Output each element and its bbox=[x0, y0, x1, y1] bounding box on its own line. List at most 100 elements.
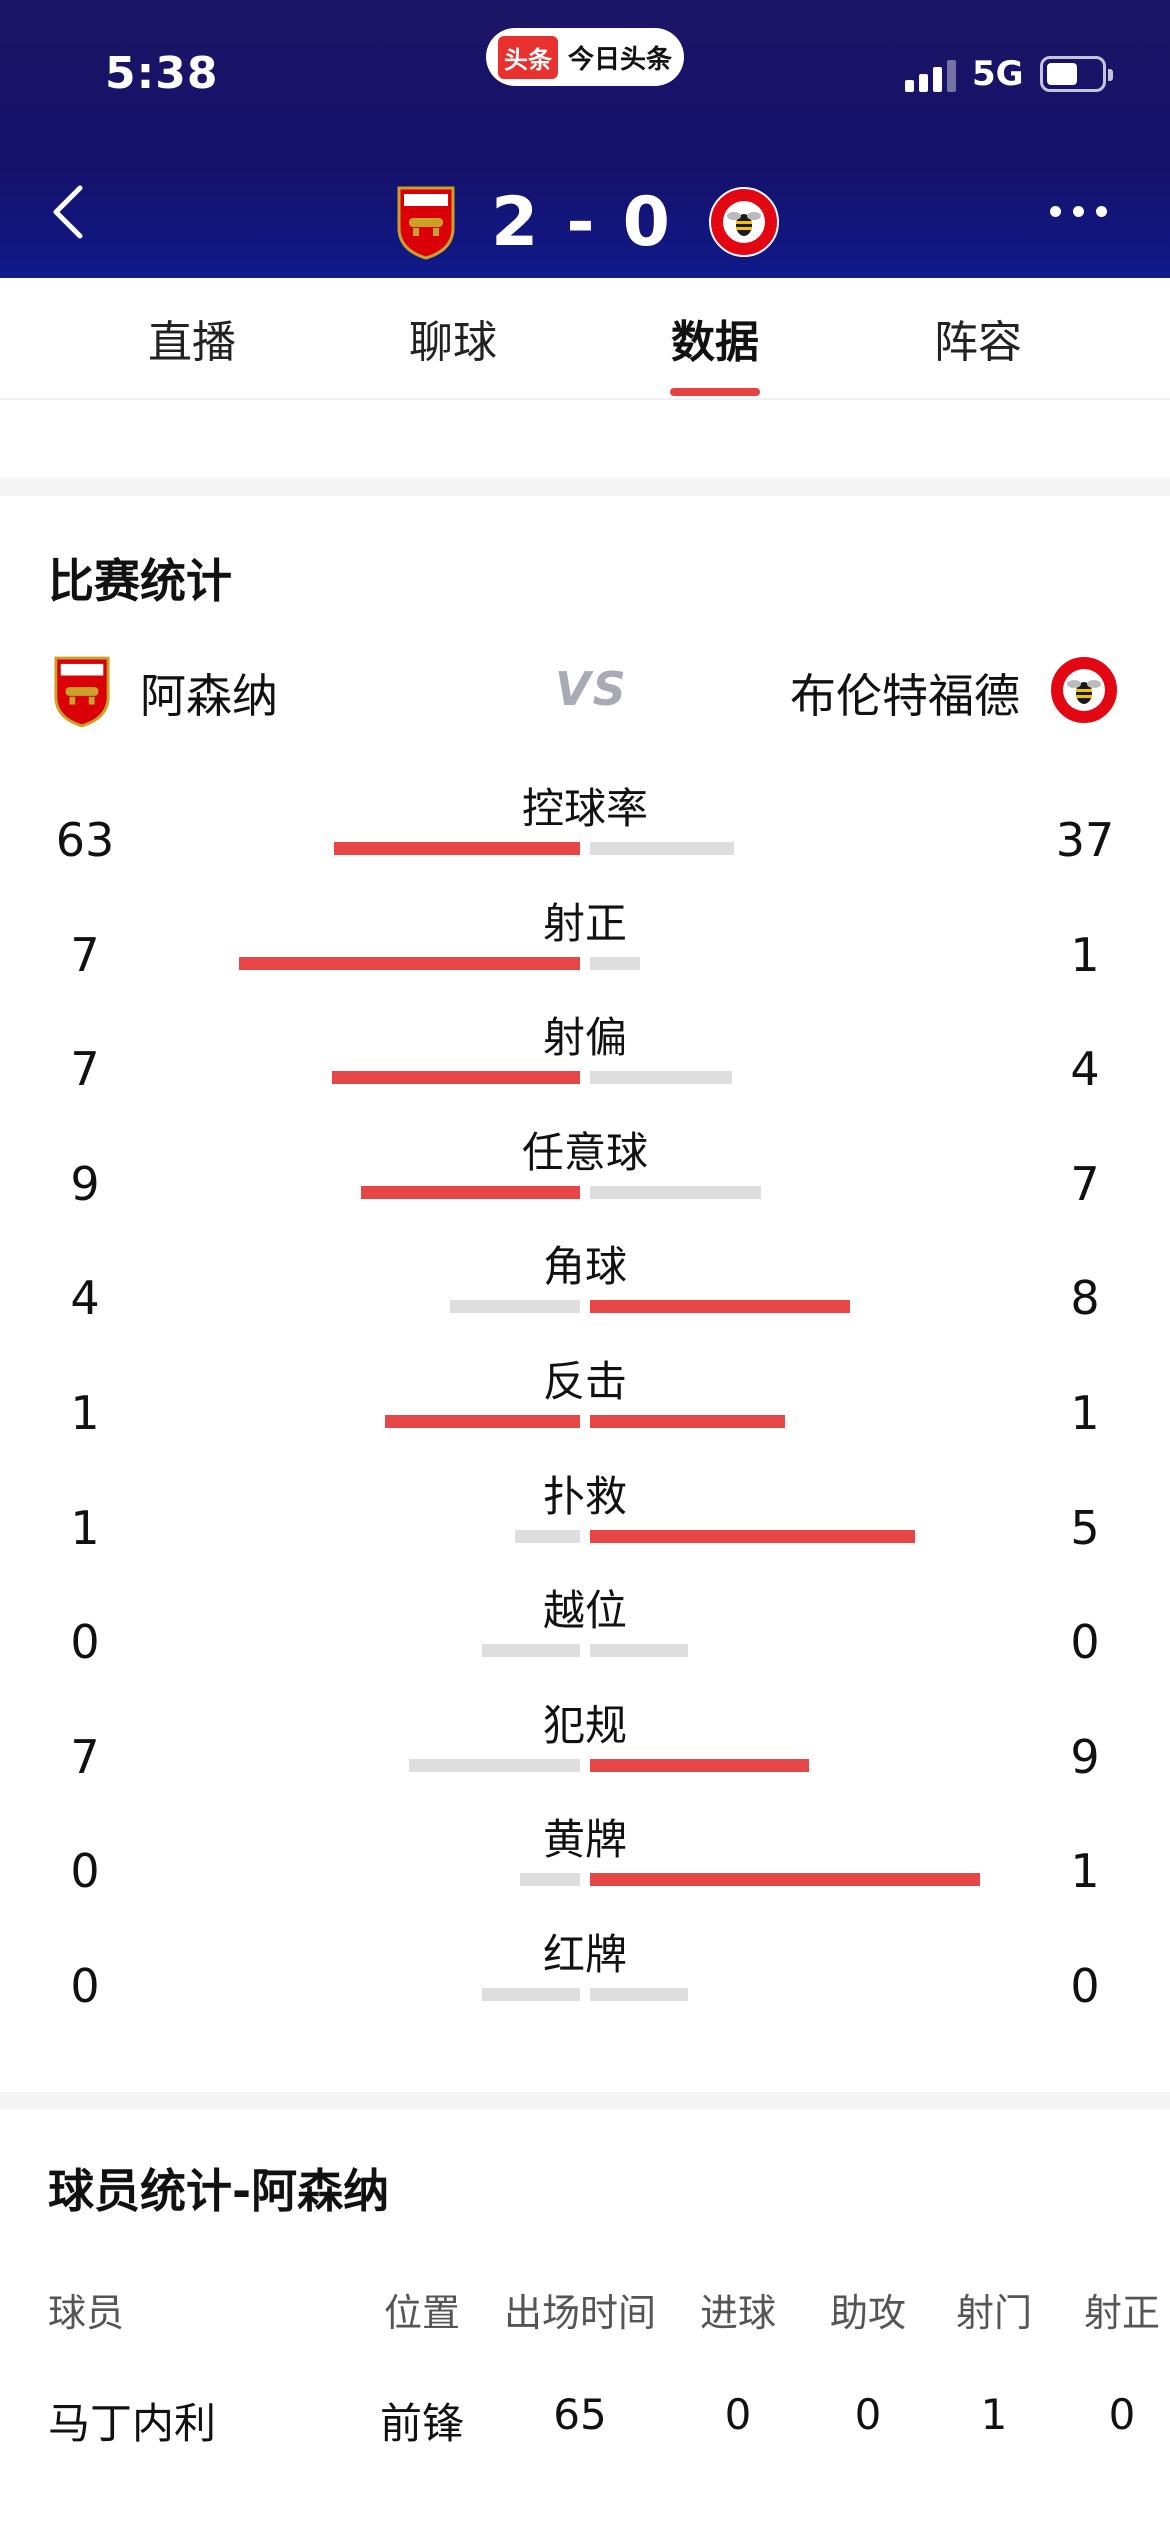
away-stat-bar bbox=[590, 1185, 761, 1199]
home-score: 2 bbox=[491, 182, 567, 262]
stat-row: 扑救 1 5 bbox=[0, 1463, 1170, 1578]
player-stat-cell: 0 bbox=[854, 2390, 882, 2439]
stat-row: 犯规 7 9 bbox=[0, 1692, 1170, 1807]
home-stat-bar bbox=[332, 1071, 580, 1085]
away-stat-value: 37 bbox=[1055, 813, 1115, 867]
home-stat-value: 7 bbox=[70, 927, 100, 982]
brentford-crest-icon bbox=[708, 187, 779, 257]
home-stat-value: 0 bbox=[70, 1844, 100, 1899]
stat-label: 反击 bbox=[542, 1357, 627, 1406]
away-stat-value: 9 bbox=[1070, 1729, 1100, 1784]
app-badge[interactable]: 头条 今日头条 bbox=[486, 28, 684, 86]
away-stat-bar bbox=[590, 842, 734, 855]
app-logo: 头条 bbox=[497, 35, 558, 79]
column-header[interactable]: 射正 bbox=[1083, 2291, 1160, 2335]
home-team-name: 阿森纳 bbox=[140, 669, 278, 723]
home-stat-value: 1 bbox=[70, 1500, 100, 1555]
away-score: 0 bbox=[622, 182, 698, 262]
stat-label: 红牌 bbox=[542, 1930, 627, 1979]
match-header: 5:38 头条 今日头条 5G 2-0 bbox=[0, 0, 1170, 278]
player-name[interactable]: 马丁内利 bbox=[48, 2399, 217, 2448]
stat-label: 扑救 bbox=[542, 1471, 627, 1521]
section-divider bbox=[0, 2092, 1170, 2110]
column-header[interactable]: 进球 bbox=[699, 2291, 776, 2335]
home-stat-bar bbox=[520, 1873, 580, 1887]
battery-icon bbox=[1040, 56, 1113, 92]
score-separator: - bbox=[566, 182, 623, 262]
away-stat-bar bbox=[590, 1644, 688, 1658]
more-dots-icon[interactable] bbox=[1050, 196, 1116, 226]
home-stat-value: 63 bbox=[55, 813, 115, 867]
active-tab-indicator bbox=[670, 388, 760, 396]
stat-label: 任意球 bbox=[521, 1127, 648, 1177]
column-header[interactable]: 球员 bbox=[48, 2291, 125, 2335]
away-stat-value: 0 bbox=[1070, 1959, 1100, 2013]
home-stat-bar bbox=[450, 1300, 580, 1314]
away-stat-value: 1 bbox=[1070, 1386, 1100, 1440]
home-stat-bar bbox=[239, 956, 580, 970]
player-stat-cell: 0 bbox=[1108, 2390, 1136, 2439]
column-header[interactable]: 出场时间 bbox=[503, 2291, 656, 2335]
column-header[interactable]: 位置 bbox=[383, 2291, 460, 2335]
stat-label: 射正 bbox=[542, 898, 627, 948]
player-stat-cell: 1 bbox=[980, 2390, 1008, 2439]
away-stat-bar bbox=[590, 1758, 809, 1772]
home-stat-value: 7 bbox=[70, 1042, 100, 1097]
away-stat-value: 8 bbox=[1070, 1271, 1100, 1326]
away-stat-value: 1 bbox=[1070, 927, 1100, 982]
back-chevron-left-icon[interactable] bbox=[48, 182, 88, 242]
match-score: 2-0 bbox=[491, 183, 698, 262]
tab-lineup[interactable]: 阵容 bbox=[934, 317, 1022, 368]
stat-row: 射正 7 1 bbox=[0, 890, 1170, 1005]
stat-row: 控球率 63 37 bbox=[0, 775, 1170, 890]
vs-label: VS bbox=[555, 662, 628, 716]
away-stat-bar bbox=[590, 1415, 785, 1428]
home-stat-bar bbox=[482, 1644, 580, 1658]
home-stat-value: 0 bbox=[70, 1615, 100, 1670]
arsenal-crest-icon bbox=[54, 656, 110, 728]
stat-row: 越位 0 0 bbox=[0, 1577, 1170, 1692]
tab-bar: 直播 聊球 数据 阵容 bbox=[0, 278, 1170, 400]
home-stat-bar bbox=[334, 842, 580, 855]
away-stat-value: 5 bbox=[1070, 1500, 1100, 1555]
teams-row: 阿森纳 VS 布伦特福德 bbox=[0, 650, 1170, 730]
player-stat-cell: 前锋 bbox=[379, 2399, 464, 2448]
stat-label: 射偏 bbox=[542, 1013, 627, 1063]
away-stat-bar bbox=[590, 1873, 980, 1887]
away-stat-bar bbox=[590, 956, 640, 970]
tab-chat[interactable]: 聊球 bbox=[409, 317, 497, 368]
away-stat-bar bbox=[590, 1071, 732, 1085]
stat-row: 反击 1 1 bbox=[0, 1348, 1170, 1463]
score-board: 2-0 bbox=[395, 180, 780, 264]
home-stat-value: 4 bbox=[70, 1271, 100, 1326]
stat-label: 控球率 bbox=[521, 784, 648, 833]
column-header[interactable]: 助攻 bbox=[829, 2291, 906, 2335]
away-stat-value: 7 bbox=[1070, 1156, 1100, 1211]
home-stat-value: 0 bbox=[70, 1959, 100, 2013]
away-team-name: 布伦特福德 bbox=[790, 669, 1020, 723]
home-stat-bar bbox=[361, 1185, 580, 1199]
stats-section-title: 比赛统计 bbox=[48, 554, 232, 608]
stat-label: 黄牌 bbox=[542, 1815, 627, 1865]
tab-live[interactable]: 直播 bbox=[148, 317, 236, 368]
home-stat-value: 9 bbox=[70, 1156, 100, 1211]
home-stat-value: 1 bbox=[70, 1386, 100, 1440]
brentford-crest-icon bbox=[1049, 655, 1119, 725]
home-stat-bar bbox=[482, 1988, 580, 2001]
section-divider bbox=[0, 478, 1170, 496]
away-stat-value: 0 bbox=[1070, 1615, 1100, 1670]
signal-icon bbox=[905, 58, 959, 92]
network-type: 5G bbox=[972, 54, 1024, 94]
home-stat-bar bbox=[385, 1415, 580, 1428]
away-stat-value: 4 bbox=[1070, 1042, 1100, 1097]
home-stat-bar bbox=[515, 1529, 580, 1543]
stat-row: 角球 4 8 bbox=[0, 1233, 1170, 1348]
player-stat-cell: 0 bbox=[724, 2390, 752, 2439]
tab-data[interactable]: 数据 bbox=[671, 317, 759, 368]
home-stat-bar bbox=[409, 1758, 580, 1772]
away-stat-bar bbox=[590, 1529, 915, 1543]
stat-row: 射偏 7 4 bbox=[0, 1004, 1170, 1119]
column-header[interactable]: 射门 bbox=[955, 2291, 1032, 2335]
away-stat-bar bbox=[590, 1988, 688, 2001]
home-stat-value: 7 bbox=[70, 1729, 100, 1784]
